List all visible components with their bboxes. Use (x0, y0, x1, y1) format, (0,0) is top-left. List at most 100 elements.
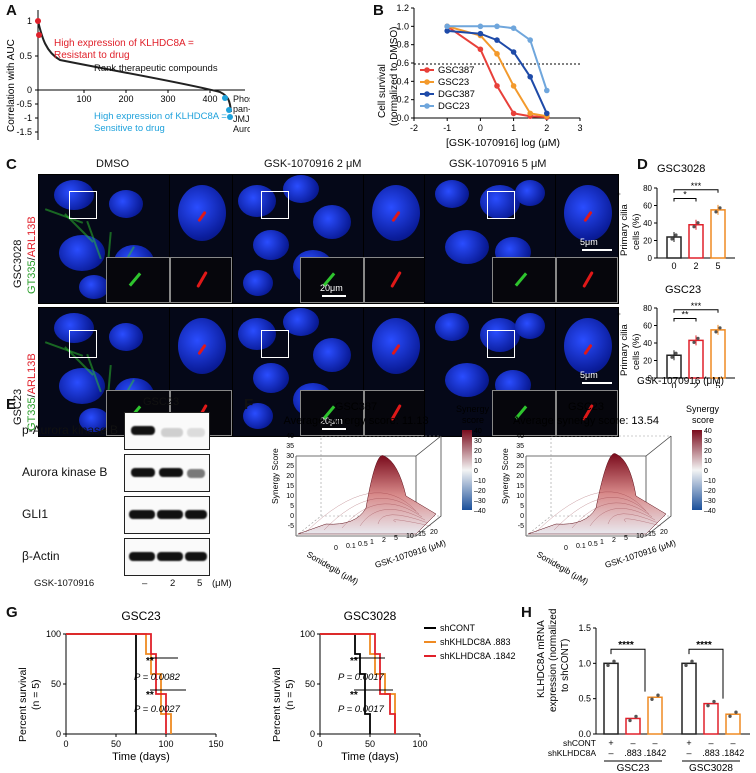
panel-label-e: E (6, 396, 17, 413)
nucleus (253, 230, 289, 260)
panel-f-ztick-label: 40 (286, 433, 294, 440)
panel-d-ylabel-sup: + (616, 312, 623, 316)
blot-label-p-aurora: p-Aurora kinase B (22, 423, 119, 437)
panel-g-ylabel: Percent survival (271, 667, 283, 742)
panel-d-ytick-label: 40 (643, 339, 652, 348)
panel-d-point (696, 336, 700, 340)
panel-g-legend-label: shCONT (440, 623, 476, 633)
panel-a-ytick-label: 1 (27, 16, 32, 26)
cilium-green (514, 272, 528, 287)
panel-h-row1-label: – (730, 738, 735, 748)
panel-h-point (612, 659, 616, 664)
panel-d-point (674, 233, 678, 237)
panel-f-xtick-label: 5 (624, 535, 628, 542)
panel-b-xtick-label: 2 (544, 123, 549, 133)
scale-bar-small-line (582, 382, 612, 384)
band (159, 468, 183, 477)
panel-a-annot-blue-1: High expression of KLHDC8A = (94, 111, 227, 122)
panel-a-ylabel: Correlation with AUC (6, 39, 17, 132)
panel-f-cbar-tick: –30 (474, 498, 486, 505)
panel-b-ytick-label: 0.2 (396, 95, 409, 105)
panel-f-ztick-label: 25 (286, 463, 294, 470)
panel-b-ytick-label: 1.2 (396, 3, 409, 13)
panel-f-ztick-label: 30 (516, 453, 524, 460)
panel-h-ylabel-2: expression (normalized (548, 609, 559, 712)
panel-b-point (510, 83, 517, 89)
panel-g-ylabel2: (n = 5) (30, 679, 42, 710)
panel-h-row1-label: + (608, 738, 613, 748)
scale-bar-large: 20μm (320, 416, 343, 426)
panel-label-g: G (6, 604, 18, 621)
zoom-box (69, 330, 97, 358)
panel-h-row1-label: + (686, 738, 691, 748)
panel-f-cbar-title-1: Synergy (456, 404, 490, 414)
panel-f-colorbar (462, 430, 472, 510)
panel-f-cbar-tick: 10 (474, 458, 482, 465)
panel-b-point (444, 23, 450, 30)
panel-a-annot-red-1: High expression of KLHDC8A = (54, 38, 194, 49)
panel-h-row1-label: – (708, 738, 713, 748)
panel-d-ytick-label: 60 (643, 322, 652, 331)
panel-g-sig: ** (350, 656, 358, 667)
panel-d-xlabel: GSK-1070916 (μM) (637, 376, 724, 387)
panel-f-xtick-label: 1 (600, 539, 604, 546)
panel-f-mesh-line (341, 503, 423, 529)
panel-h-chart: KLHDC8A mRNA expression (normalized to s… (536, 609, 750, 773)
panel-f-cbar-tick: 0 (474, 468, 478, 475)
panel-g-ylabel: Percent survival (17, 667, 29, 742)
cilium-red (582, 270, 594, 289)
panel-g-title: GSC23 (121, 609, 161, 623)
panel-b-point (477, 23, 484, 30)
panel-f-cbar-tick: –30 (704, 498, 716, 505)
micrograph-main (38, 174, 170, 304)
panel-b-legend-marker (424, 79, 430, 85)
panel-f-cbar-tick: 30 (474, 438, 482, 445)
panel-h-ylabel-1: KLHDC8A mRNA (536, 620, 547, 698)
nucleus (109, 323, 143, 351)
nucleus (54, 313, 94, 343)
panel-f-ztick-label: 40 (516, 433, 524, 440)
panel-f-colorbar (692, 430, 702, 510)
panel-f-ylabel: Sonidegib (μM) (535, 549, 590, 587)
panel-h-bar (703, 702, 719, 735)
band (157, 552, 183, 561)
panel-f-cbar-tick: 10 (704, 458, 712, 465)
panel-d-ylabel-2: cells (%) (631, 334, 642, 370)
panel-h-point (656, 693, 660, 697)
panel-h-row2-label: .1842 (644, 748, 667, 758)
panel-f-xtick-label: 15 (418, 531, 426, 538)
panel-b-ytick-label: 0.0 (396, 113, 409, 123)
nucleus (243, 403, 273, 429)
panel-b-point (510, 110, 517, 117)
micrograph-zoom: 5μm (492, 174, 619, 304)
panel-d-point (696, 221, 700, 225)
panel-d-title-top: GSC3028 (657, 163, 705, 175)
panel-h-ytick-label: 0.5 (578, 694, 591, 704)
panel-f-mesh-line (589, 508, 656, 527)
blot-label-actin: β-Actin (22, 549, 60, 563)
panel-b-ytick-label: 0.6 (396, 58, 409, 68)
panel-f-xtick-label: 1 (370, 539, 374, 546)
panel-h-row2-label: – (686, 748, 691, 758)
panel-f-zlabel: Synergy Score (270, 448, 280, 504)
panel-b-xtick-label: 1 (511, 123, 516, 133)
panel-a-ytick-label: 0.5 (19, 51, 32, 61)
panel-g-ytick-label: 50 (305, 679, 315, 689)
nucleus (435, 313, 469, 341)
panel-a-annot-red-2: Resistant to drug (54, 50, 130, 61)
blot-label-gli1: GLI1 (22, 507, 49, 521)
inset-red (364, 390, 426, 436)
nucleus (283, 175, 319, 203)
panel-f-xtick-label: 0.1 (576, 543, 586, 550)
panel-a-chart: Correlation with AUC 1 0.5 0 -0.5 -1 -1.5 100… (6, 10, 250, 140)
panel-f-xtick-label: 5 (394, 535, 398, 542)
panel-d-ytick-label: 60 (643, 202, 652, 211)
panel-d-point (714, 330, 718, 334)
nucleus (313, 205, 351, 239)
panel-g-curve (66, 633, 137, 734)
panel-b-curve-dgc387 (447, 29, 548, 114)
panel-f-plot-gsc23: GSC23 Average synergy score: 13.54 Synergy… (500, 401, 720, 587)
panel-b-xtick-label: 3 (577, 123, 582, 133)
panel-a-ytick-label: -1 (24, 113, 32, 123)
panel-h-row2-label: – (608, 748, 613, 758)
